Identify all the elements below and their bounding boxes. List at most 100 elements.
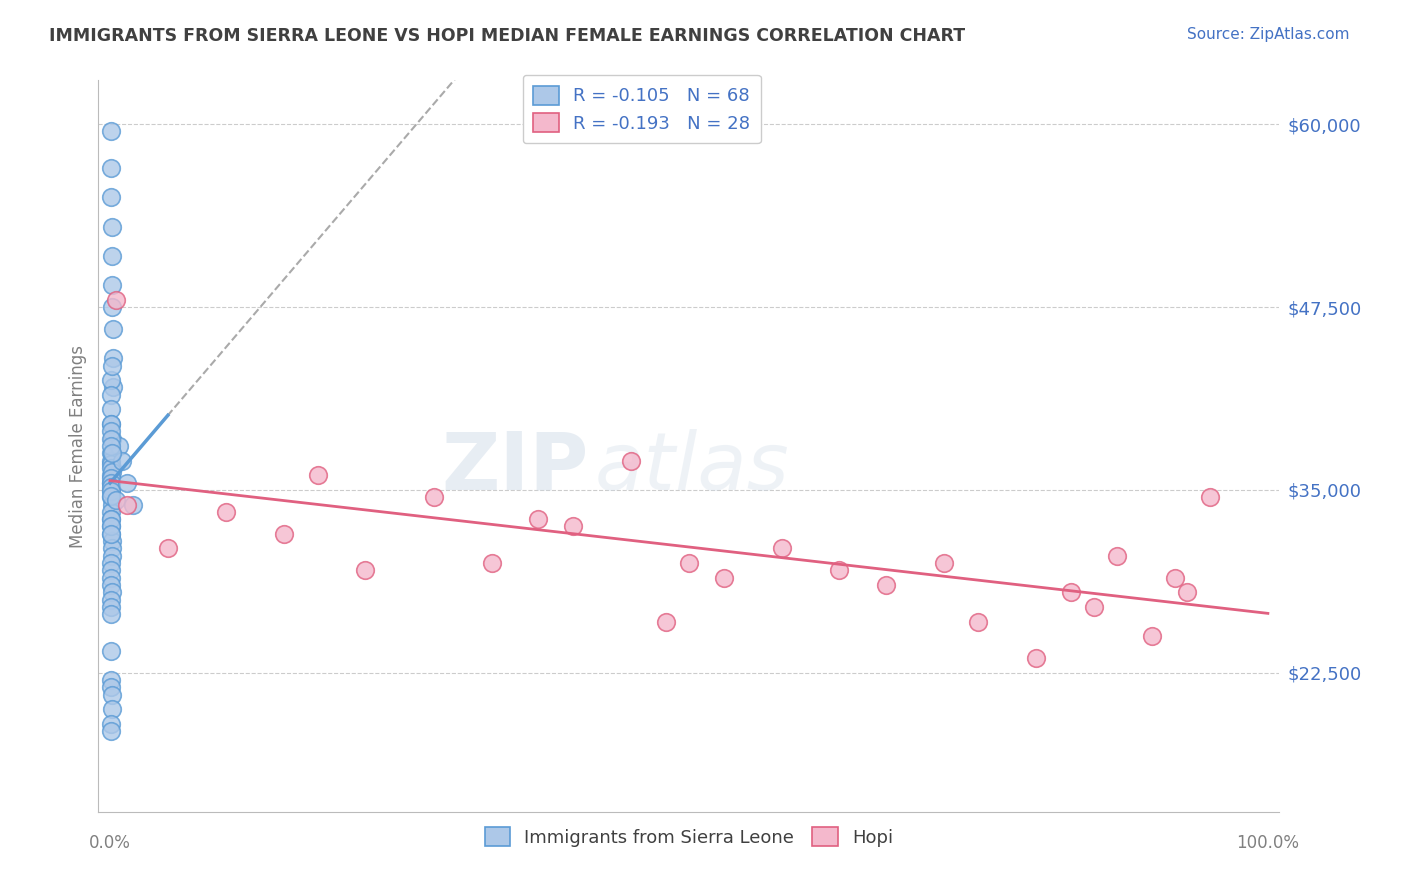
Text: 100.0%: 100.0% xyxy=(1236,834,1299,852)
Point xyxy=(104,493,127,508)
Point xyxy=(1107,549,1129,563)
Point xyxy=(156,541,179,556)
Point xyxy=(1164,571,1187,585)
Point xyxy=(100,425,122,439)
Point xyxy=(101,549,124,563)
Point xyxy=(104,293,127,307)
Point xyxy=(100,124,122,138)
Point xyxy=(100,607,122,622)
Point xyxy=(100,681,122,695)
Point xyxy=(100,417,122,431)
Point xyxy=(100,475,122,490)
Point xyxy=(655,615,678,629)
Point xyxy=(215,505,238,519)
Point xyxy=(353,563,375,577)
Point xyxy=(100,489,122,503)
Point xyxy=(100,563,122,577)
Point xyxy=(110,453,132,467)
Point xyxy=(100,453,122,467)
Point xyxy=(100,484,122,499)
Text: ZIP: ZIP xyxy=(441,429,589,507)
Point xyxy=(1175,585,1198,599)
Point xyxy=(100,519,122,533)
Point xyxy=(101,322,124,336)
Point xyxy=(108,439,131,453)
Point xyxy=(100,219,122,234)
Point xyxy=(100,556,122,570)
Point xyxy=(100,466,122,480)
Point xyxy=(100,519,122,533)
Point xyxy=(100,644,122,658)
Point xyxy=(273,526,295,541)
Point xyxy=(828,563,851,577)
Text: IMMIGRANTS FROM SIERRA LEONE VS HOPI MEDIAN FEMALE EARNINGS CORRELATION CHART: IMMIGRANTS FROM SIERRA LEONE VS HOPI MED… xyxy=(49,27,966,45)
Point xyxy=(100,475,122,490)
Point xyxy=(100,446,122,460)
Text: 0.0%: 0.0% xyxy=(89,834,131,852)
Point xyxy=(100,599,122,614)
Point xyxy=(117,475,139,490)
Point xyxy=(100,498,122,512)
Point xyxy=(101,300,124,314)
Text: Source: ZipAtlas.com: Source: ZipAtlas.com xyxy=(1187,27,1350,42)
Point xyxy=(527,512,550,526)
Point xyxy=(307,468,329,483)
Point xyxy=(100,417,122,431)
Point xyxy=(1060,585,1083,599)
Point xyxy=(100,526,122,541)
Point xyxy=(100,717,122,731)
Point xyxy=(100,688,122,702)
Point xyxy=(100,673,122,687)
Point xyxy=(100,373,122,387)
Point xyxy=(481,556,503,570)
Point xyxy=(101,359,124,373)
Point xyxy=(101,446,124,460)
Point xyxy=(423,490,446,504)
Point xyxy=(103,380,125,394)
Point xyxy=(100,457,122,471)
Point xyxy=(100,490,122,504)
Point xyxy=(100,190,122,204)
Point xyxy=(100,483,122,497)
Point xyxy=(100,402,122,417)
Point xyxy=(100,724,122,739)
Point xyxy=(100,461,122,475)
Point xyxy=(100,526,122,541)
Point xyxy=(562,519,585,533)
Point xyxy=(678,556,700,570)
Point xyxy=(100,585,122,599)
Point xyxy=(1199,490,1222,504)
Point xyxy=(100,571,122,585)
Point xyxy=(100,446,122,460)
Text: atlas: atlas xyxy=(595,429,789,507)
Point xyxy=(770,541,793,556)
Point xyxy=(620,453,643,467)
Point xyxy=(100,439,122,453)
Point xyxy=(1140,629,1163,643)
Point xyxy=(101,541,124,556)
Point xyxy=(122,498,145,512)
Point xyxy=(100,578,122,592)
Point xyxy=(101,702,124,716)
Point xyxy=(100,432,122,446)
Point xyxy=(101,278,124,293)
Point xyxy=(100,249,122,263)
Point xyxy=(713,571,735,585)
Point xyxy=(100,534,122,549)
Point xyxy=(100,161,122,175)
Point xyxy=(100,468,122,483)
Point xyxy=(967,615,990,629)
Point xyxy=(1083,599,1105,614)
Point xyxy=(101,461,124,475)
Point xyxy=(100,432,122,446)
Legend: Immigrants from Sierra Leone, Hopi: Immigrants from Sierra Leone, Hopi xyxy=(478,820,900,854)
Point xyxy=(100,471,122,485)
Point xyxy=(100,512,122,526)
Y-axis label: Median Female Earnings: Median Female Earnings xyxy=(69,344,87,548)
Point xyxy=(100,512,122,526)
Point xyxy=(875,578,897,592)
Point xyxy=(932,556,955,570)
Point xyxy=(117,498,139,512)
Point xyxy=(100,480,122,494)
Point xyxy=(100,592,122,607)
